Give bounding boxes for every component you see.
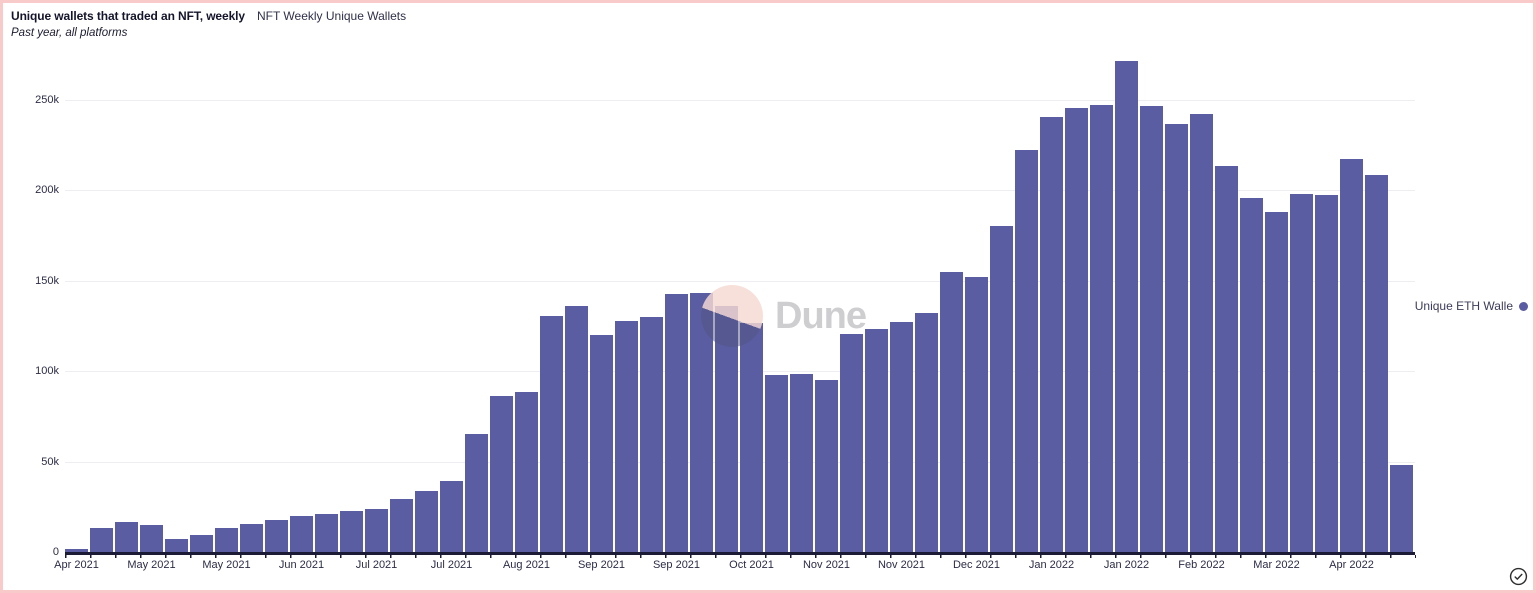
x-tick-label: Mar 2022: [1253, 559, 1300, 571]
bar-week-13[interactable]: [365, 508, 388, 552]
x-tick-label: Sep 2021: [577, 559, 626, 571]
y-tick-label: 50k: [41, 455, 59, 468]
bar-week-4[interactable]: [140, 524, 163, 552]
bar-week-1[interactable]: [65, 549, 88, 552]
bar-week-16[interactable]: [440, 480, 463, 552]
bar-week-31[interactable]: [815, 380, 838, 552]
bar-week-47[interactable]: [1215, 165, 1238, 552]
bar-week-32[interactable]: [840, 334, 863, 552]
bar-week-43[interactable]: [1115, 61, 1138, 552]
bar-week-45[interactable]: [1165, 124, 1188, 552]
x-tick-label: Nov 2021: [877, 559, 926, 571]
x-tick-label: Jan 2022: [1103, 559, 1150, 571]
bar-week-3[interactable]: [115, 522, 138, 552]
bar-week-14[interactable]: [390, 498, 413, 552]
bar-week-28[interactable]: [740, 323, 763, 552]
bar-week-42[interactable]: [1090, 105, 1113, 552]
bar-chart-plot: 0 50k 100k 150k 200k 250k Apr 2021 May 2021 May…: [3, 3, 1533, 590]
bar-week-38[interactable]: [990, 225, 1013, 552]
x-tick-label: Dec 2021: [952, 559, 1001, 571]
y-tick-label: 0: [52, 546, 59, 558]
x-tick-label: Aug 2021: [502, 559, 551, 571]
gridline: [65, 280, 1415, 282]
bar-week-52[interactable]: [1340, 158, 1363, 552]
x-tick-label: May 2021: [127, 559, 176, 571]
check-circle-icon[interactable]: [1509, 567, 1528, 586]
bar-week-46[interactable]: [1190, 113, 1213, 552]
x-tick-label: Jul 2021: [430, 559, 473, 571]
bar-week-20[interactable]: [540, 316, 563, 552]
bar-week-51[interactable]: [1315, 194, 1338, 552]
x-tick-label: Jun 2021: [278, 559, 325, 571]
x-tick-label: Apr 2021: [54, 559, 99, 571]
y-tick-label: 200k: [35, 184, 59, 197]
bar-week-15[interactable]: [415, 491, 438, 552]
x-tick-label: Nov 2021: [802, 559, 851, 571]
legend[interactable]: Unique ETH Walle: [1415, 299, 1528, 313]
bar-week-53[interactable]: [1365, 175, 1388, 552]
bar-week-2[interactable]: [90, 528, 113, 552]
x-tick-label: Apr 2022: [1329, 559, 1374, 571]
y-tick-label: 100k: [35, 365, 59, 378]
bar-week-26[interactable]: [690, 292, 713, 552]
bar-week-22[interactable]: [590, 335, 613, 552]
legend-dot-icon: [1519, 301, 1528, 311]
bar-week-37[interactable]: [965, 277, 988, 552]
chart-header: Unique wallets that traded an NFT, weekl…: [11, 9, 406, 39]
bar-week-36[interactable]: [940, 271, 963, 552]
bar-week-8[interactable]: [240, 523, 263, 552]
x-axis-ticks: [65, 554, 1416, 558]
bar-week-12[interactable]: [340, 511, 363, 552]
bar-week-19[interactable]: [515, 391, 538, 552]
bar-week-5[interactable]: [165, 539, 188, 552]
bar-week-11[interactable]: [315, 514, 338, 552]
bar-week-9[interactable]: [265, 520, 288, 552]
x-tick-label: May 2021: [202, 559, 251, 571]
bar-week-34[interactable]: [890, 322, 913, 552]
gridline: [65, 190, 1415, 192]
bar-week-41[interactable]: [1065, 108, 1088, 552]
bar-week-10[interactable]: [290, 515, 313, 552]
bar-week-6[interactable]: [190, 534, 213, 552]
bar-week-35[interactable]: [915, 313, 938, 552]
bar-week-29[interactable]: [765, 374, 788, 552]
gridline: [65, 100, 1415, 101]
bar-week-23[interactable]: [615, 320, 638, 552]
x-tick-label: Jan 2022: [1028, 559, 1075, 571]
bar-week-39[interactable]: [1015, 149, 1038, 552]
bar-week-21[interactable]: [565, 306, 588, 552]
bar-week-50[interactable]: [1290, 194, 1313, 552]
bar-week-44[interactable]: [1140, 106, 1163, 552]
bar-week-18[interactable]: [490, 395, 513, 552]
bar-week-33[interactable]: [865, 328, 888, 552]
x-tick-label: Feb 2022: [1178, 559, 1225, 571]
y-tick-label: 250k: [35, 94, 59, 106]
bar-week-7[interactable]: [215, 527, 238, 552]
x-axis-line: [65, 552, 1415, 555]
bar-week-24[interactable]: [640, 316, 663, 552]
y-tick-label: 150k: [35, 274, 59, 287]
legend-series-label[interactable]: Unique ETH Walle: [1414, 299, 1513, 313]
bar-week-54[interactable]: [1390, 465, 1413, 552]
x-tick-label: Jul 2021: [355, 559, 398, 571]
bar-week-49[interactable]: [1265, 212, 1288, 552]
bar-week-30[interactable]: [790, 373, 813, 552]
chart-subtitle: Past year, all platforms: [11, 27, 128, 39]
x-tick-label: Oct 2021: [729, 559, 774, 571]
bar-week-17[interactable]: [465, 434, 488, 552]
chart-title: Unique wallets that traded an NFT, weekl…: [11, 9, 245, 23]
x-tick-label: Sep 2021: [652, 559, 701, 571]
bar-week-27[interactable]: [715, 306, 738, 552]
widget-name: NFT Weekly Unique Wallets: [256, 9, 407, 23]
bar-week-40[interactable]: [1040, 117, 1063, 552]
bar-week-25[interactable]: [665, 294, 688, 552]
bar-week-48[interactable]: [1240, 197, 1263, 552]
